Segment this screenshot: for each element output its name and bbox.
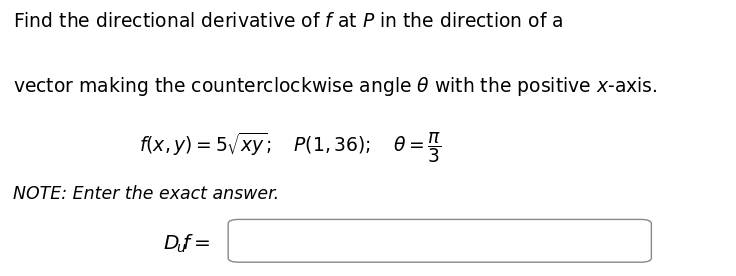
FancyBboxPatch shape bbox=[228, 219, 651, 262]
Text: vector making the counterclockwise angle $\theta$ with the positive $x$-axis.: vector making the counterclockwise angle… bbox=[13, 75, 658, 97]
Text: $D_{\!u}\!f =$: $D_{\!u}\!f =$ bbox=[163, 233, 210, 255]
Text: Find the directional derivative of $f$ at $P$ in the direction of a: Find the directional derivative of $f$ a… bbox=[13, 12, 564, 31]
Text: NOTE: Enter the exact answer.: NOTE: Enter the exact answer. bbox=[13, 185, 280, 203]
Text: $f(x,y) = 5\sqrt{xy};\quad P(1,36);\quad \theta = \dfrac{\pi}{3}$: $f(x,y) = 5\sqrt{xy};\quad P(1,36);\quad… bbox=[139, 130, 442, 164]
